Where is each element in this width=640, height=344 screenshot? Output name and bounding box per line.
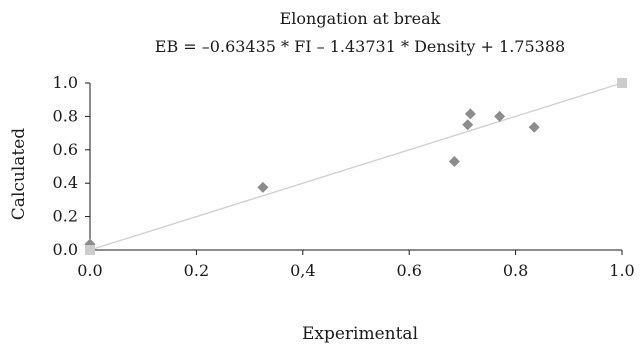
axes bbox=[89, 83, 622, 251]
x-axis-ticks: 0.0 0.2 0,4 0.6 0.8 1.0 bbox=[77, 250, 635, 280]
reference-line bbox=[89, 82, 623, 251]
diamond-point bbox=[257, 181, 269, 193]
chart-subtitle: EB = –0.63435 * FI – 1.43731 * Density +… bbox=[155, 37, 565, 56]
diamond-point bbox=[528, 121, 540, 133]
square-point bbox=[617, 78, 627, 88]
x-tick-label: 0.8 bbox=[503, 261, 528, 280]
x-tick-label: 1.0 bbox=[609, 261, 634, 280]
reference-line-layer bbox=[89, 82, 623, 251]
y-tick-label: 0.4 bbox=[53, 173, 78, 192]
y-tick-label: 0.8 bbox=[53, 106, 78, 125]
data-points bbox=[84, 78, 627, 255]
x-tick-label: 0.2 bbox=[184, 261, 209, 280]
x-tick-label: 0,4 bbox=[290, 261, 315, 280]
y-axis-label: Calculated bbox=[9, 128, 29, 221]
x-axis-label: Experimental bbox=[302, 324, 418, 344]
x-tick-label: 0.6 bbox=[396, 261, 421, 280]
y-axis-ticks: 0.0 0.2 0.4 0.6 0.8 1.0 bbox=[53, 73, 90, 259]
square-point bbox=[85, 245, 95, 255]
diamond-point bbox=[494, 110, 506, 122]
y-tick-label: 0.0 bbox=[53, 240, 78, 259]
diamond-point bbox=[462, 119, 474, 131]
x-tick-label: 0.0 bbox=[77, 261, 102, 280]
chart-title: Elongation at break bbox=[280, 9, 441, 28]
diamond-point bbox=[464, 108, 476, 120]
y-tick-label: 1.0 bbox=[53, 73, 78, 92]
diamond-point bbox=[448, 155, 460, 167]
y-tick-label: 0.6 bbox=[53, 140, 78, 159]
y-tick-label: 0.2 bbox=[53, 207, 78, 226]
